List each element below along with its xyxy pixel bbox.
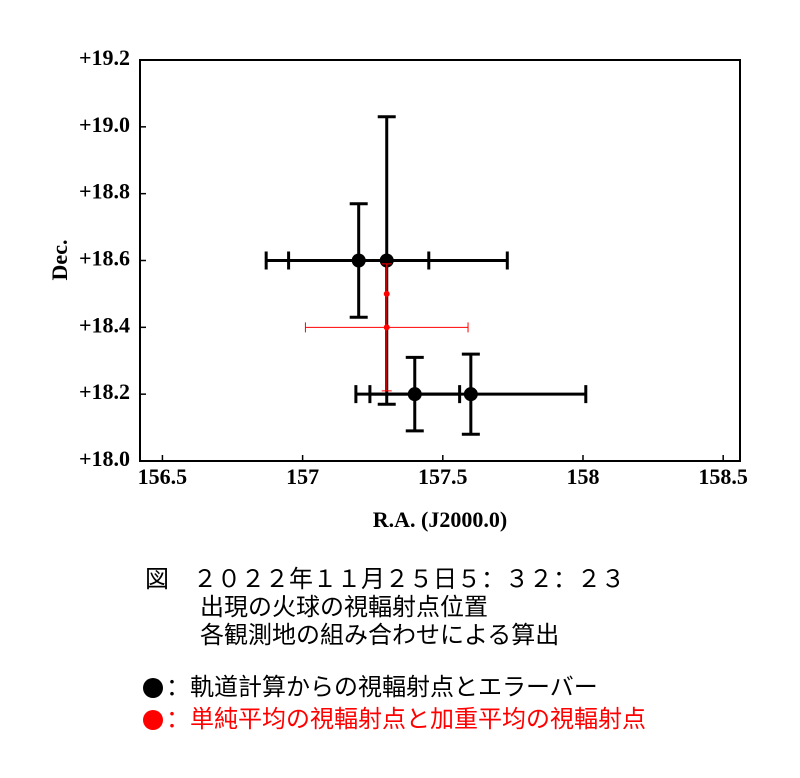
y-tick-label: +19.2 — [79, 45, 130, 70]
y-tick-label: +18.4 — [79, 312, 130, 337]
y-tick-label: +18.6 — [79, 246, 130, 271]
caption: 出現の火球の視輻射点位置 — [200, 593, 488, 621]
x-axis-label: R.A. (J2000.0) — [373, 507, 507, 532]
legend-marker — [143, 678, 163, 698]
x-tick-label: 157.5 — [418, 464, 468, 489]
legend-label: ：単純平均の視輻射点と加重平均の視輻射点 — [166, 705, 646, 733]
caption: 図 ２０２２年１１月２５日５：３２：２３ — [145, 565, 625, 593]
x-tick-label: 158 — [566, 464, 599, 489]
legend-marker — [143, 710, 163, 730]
y-tick-label: +18.2 — [79, 379, 130, 404]
caption: 各観測地の組み合わせによる算出 — [200, 621, 559, 649]
y-axis-label: Dec. — [47, 240, 72, 281]
point — [383, 290, 390, 297]
y-tick-label: +18.0 — [79, 446, 130, 471]
point — [463, 387, 478, 402]
y-tick-label: +18.8 — [79, 179, 130, 204]
legend-label: ：軌道計算からの視輻射点とエラーバー — [166, 673, 598, 701]
point — [383, 324, 390, 331]
x-tick-label: 158.5 — [698, 464, 748, 489]
x-tick-label: 156.5 — [138, 464, 188, 489]
x-tick-label: 157 — [286, 464, 319, 489]
y-tick-label: +19.0 — [79, 112, 130, 137]
